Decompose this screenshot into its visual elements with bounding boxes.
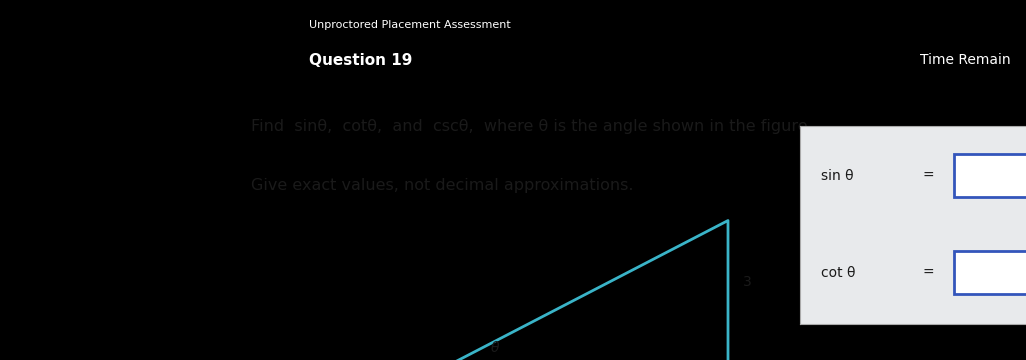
Text: =: = [922, 168, 935, 183]
Text: Give exact values, not decimal approximations.: Give exact values, not decimal approxima… [251, 177, 634, 193]
FancyBboxPatch shape [954, 251, 1026, 294]
Text: θ: θ [490, 341, 499, 355]
Text: cot θ: cot θ [821, 266, 856, 279]
Text: Unproctored Placement Assessment: Unproctored Placement Assessment [309, 20, 510, 30]
FancyBboxPatch shape [954, 154, 1026, 197]
Text: Question 19: Question 19 [309, 53, 411, 68]
Text: Find  sinθ,  cotθ,  and  cscθ,  where θ is the angle shown in the figure.: Find sinθ, cotθ, and cscθ, where θ is th… [251, 119, 813, 134]
Text: Time Remain: Time Remain [920, 53, 1011, 67]
Text: 3: 3 [743, 275, 751, 289]
Text: sin θ: sin θ [821, 168, 854, 183]
Text: =: = [922, 266, 935, 279]
